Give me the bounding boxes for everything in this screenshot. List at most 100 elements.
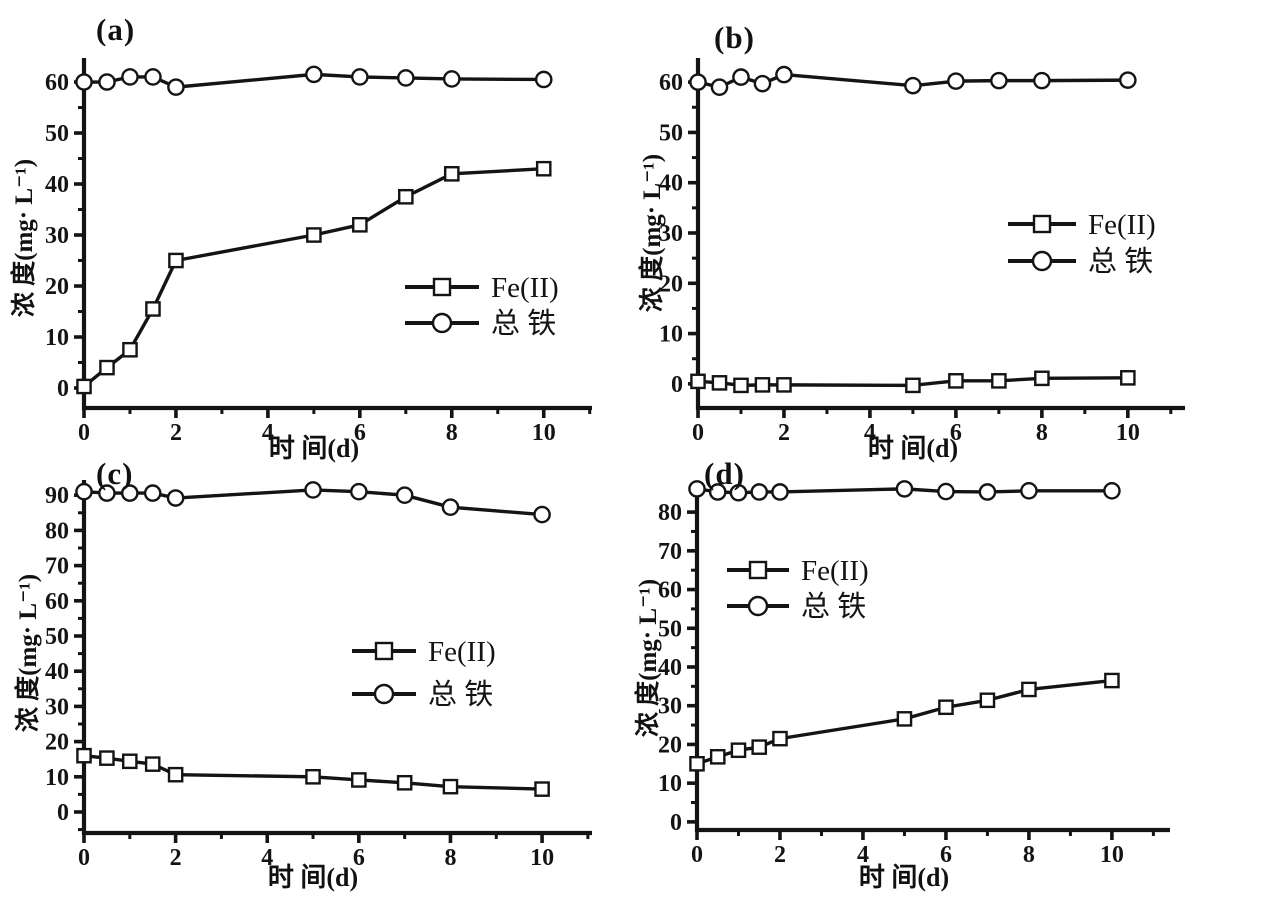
marker-total-iron: [533, 505, 551, 524]
marker-total-iron: [98, 73, 116, 91]
legend-marker-total-iron: [431, 312, 453, 334]
plot-area-b: 0 2 4 6 8 10 0 10 20 30 40 50 60 Fe(II) 总 铁: [659, 58, 1185, 446]
series-line-total-iron: [697, 72, 1128, 89]
x-tick-label: 10: [532, 420, 556, 446]
marker-feii: [751, 739, 768, 755]
plot-area-a: 0 2 4 6 8 10 0 10 20 30 40 50 60 Fe(II)总 铁: [45, 58, 592, 446]
x-tick-label: 2: [170, 845, 182, 871]
legend-item-total-iron: 总 铁: [352, 678, 493, 711]
legend-label-total-iron: 总 铁: [801, 590, 866, 623]
y-tick-label: 0: [670, 810, 682, 836]
x-tick-label: 2: [774, 842, 786, 868]
marker-total-iron: [688, 480, 706, 498]
legend-marker-feii: [748, 560, 768, 580]
y-tick-label: 30: [659, 221, 683, 247]
legend-item-total-iron: 总 铁: [727, 590, 866, 623]
marker-total-iron: [937, 482, 955, 501]
x-tick-label: 10: [530, 845, 554, 871]
y-tick-label: 40: [45, 659, 69, 685]
y-tick-label: 0: [57, 376, 69, 402]
legend-marker-total-iron: [1031, 250, 1053, 272]
legend-marker-total-iron: [373, 683, 395, 705]
x-tick-label: 4: [261, 845, 273, 871]
marker-feii: [938, 699, 954, 716]
series-line-total-iron: [83, 488, 543, 517]
plot-area-d: 0 2 4 6 8 10 0 10 20 30 40 50 60 70 80 Fe(II)总 铁: [658, 480, 1170, 868]
marker-feii: [776, 377, 792, 393]
y-tick-label: 40: [659, 171, 683, 197]
y-tick-label: 20: [658, 732, 682, 758]
marker-feii: [1034, 370, 1050, 387]
panel-label-a: (a): [96, 12, 136, 47]
x-tick-label: 4: [864, 420, 876, 446]
y-tick-label: 60: [45, 70, 69, 96]
x-tick-label: 0: [691, 842, 703, 868]
marker-feii: [772, 730, 788, 747]
marker-total-iron: [350, 482, 368, 501]
marker-total-iron: [98, 484, 116, 502]
legend-item-feii: Fe(II): [1008, 209, 1156, 241]
marker-feii: [730, 742, 747, 759]
x-tick-label: 0: [692, 420, 704, 446]
marker-total-iron: [166, 489, 185, 507]
y-tick-label: 30: [45, 694, 69, 720]
x-tick-label: 4: [857, 842, 869, 868]
marker-total-iron: [1033, 71, 1051, 90]
y-tick-label: 30: [658, 694, 682, 720]
y-axis-title-d: 浓 度(mg· L⁻¹): [635, 578, 662, 738]
y-tick-label: 20: [45, 730, 69, 756]
marker-total-iron: [978, 483, 997, 501]
y-tick-label: 60: [45, 589, 69, 615]
marker-feii: [896, 711, 913, 727]
marker-feii: [351, 772, 367, 788]
marker-feii: [352, 217, 368, 233]
marker-feii: [690, 373, 706, 390]
y-tick-label: 10: [659, 322, 683, 348]
marker-feii: [1104, 672, 1120, 689]
marker-total-iron: [710, 78, 729, 96]
axis-frame: [81, 58, 592, 411]
legend-item-feii: Fe(II): [352, 636, 496, 668]
marker-feii: [535, 160, 552, 177]
legend-marker-feii: [432, 277, 452, 297]
x-tick-label: 4: [262, 420, 274, 446]
marker-feii: [948, 373, 964, 389]
marker-feii: [443, 166, 460, 182]
marker-feii: [76, 378, 92, 395]
marker-feii: [167, 766, 184, 783]
chart-panel-a: 0 2 4 6 8 10 0 10 20 30 40 50 60 Fe(II) 总 铁 (a) 时 间(d)…: [0, 0, 640, 463]
marker-feii: [76, 747, 92, 764]
legend-label-feii: Fe(II): [491, 272, 559, 304]
y-tick-label: 80: [45, 518, 69, 544]
x-tick-label: 10: [1100, 842, 1124, 868]
marker-total-iron: [305, 65, 323, 84]
y-tick-label: 40: [658, 655, 682, 681]
series-line-feii: [83, 753, 543, 791]
marker-feii: [709, 749, 726, 765]
x-tick-label: 2: [778, 420, 790, 446]
y-tick-label: 50: [659, 120, 683, 146]
x-axis-title-a: 时 间(d): [268, 434, 360, 463]
legend-item-total-iron: 总 铁: [1008, 245, 1153, 278]
legend-label-feii: Fe(II): [428, 636, 496, 668]
marker-total-iron: [895, 480, 914, 498]
marker-total-iron: [144, 68, 162, 86]
x-tick-label: 6: [354, 420, 366, 446]
marker-total-iron: [441, 498, 460, 516]
legend-marker-feii: [374, 641, 394, 661]
marker-feii: [733, 377, 749, 394]
chart-panel-c: 0 2 4 6 8 10 0 10 20 30 40 50 60 70 80 90 Fe(II) 总 铁 (c) …: [0, 455, 640, 900]
axis-frame: [694, 485, 1170, 833]
marker-feii: [168, 252, 184, 269]
legend-label-total-iron: 总 铁: [1088, 245, 1153, 278]
series-line-feii: [697, 376, 1128, 388]
marker-feii: [145, 301, 161, 317]
y-tick-label: 10: [658, 771, 682, 797]
x-tick-label: 6: [950, 420, 962, 446]
marker-total-iron: [143, 484, 162, 502]
marker-feii: [534, 781, 550, 797]
x-axis-title-c: 时 间(d): [267, 863, 359, 892]
x-tick-label: 8: [1036, 420, 1048, 446]
marker-total-iron: [397, 69, 415, 87]
